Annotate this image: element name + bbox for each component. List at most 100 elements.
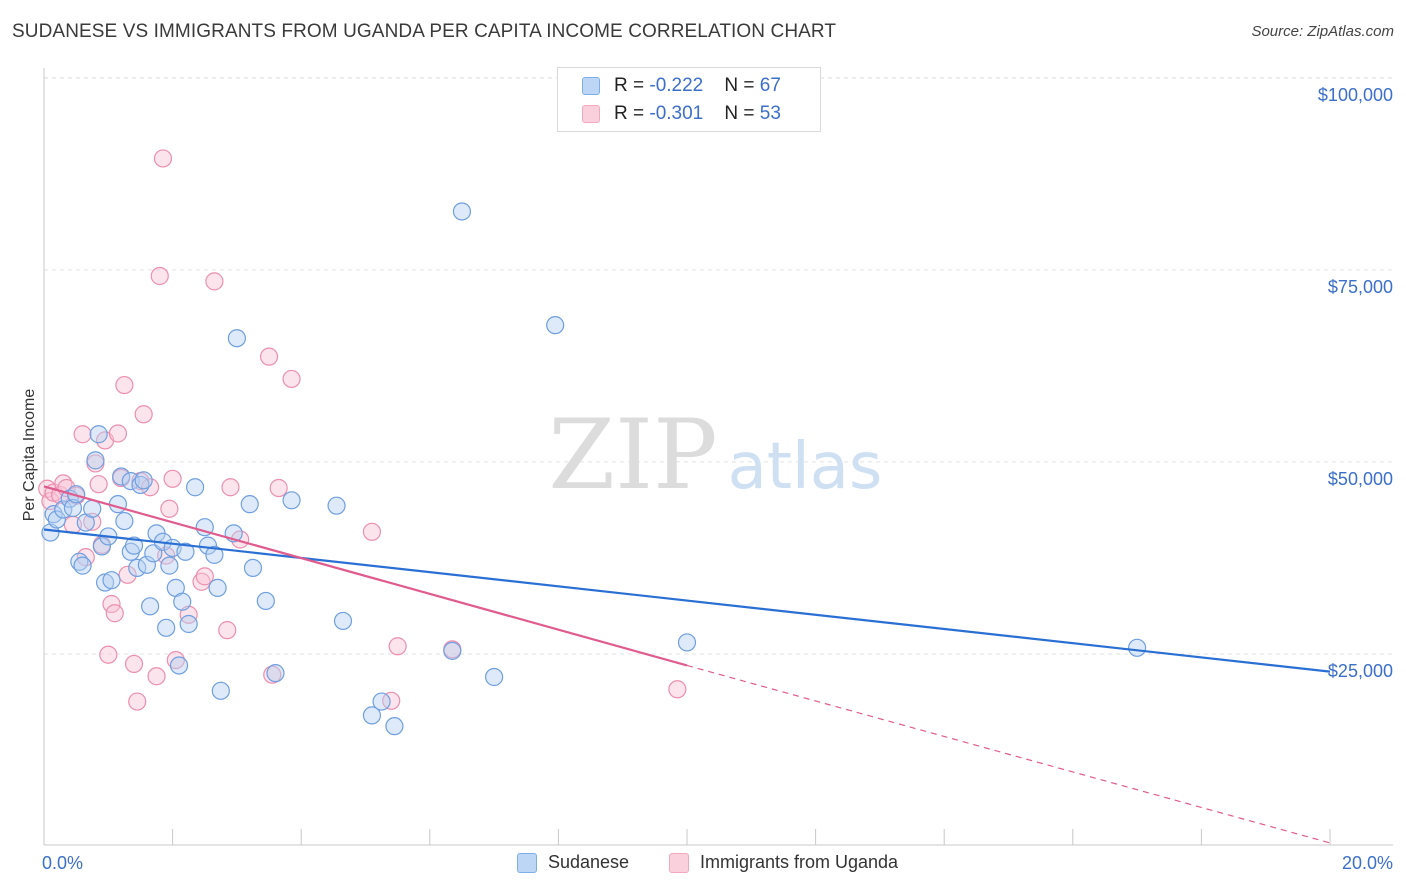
data-point xyxy=(282,491,301,510)
data-point xyxy=(169,656,189,675)
data-point xyxy=(192,572,211,591)
data-point xyxy=(243,558,263,578)
data-point xyxy=(147,667,166,686)
data-point xyxy=(385,717,404,736)
axes xyxy=(43,68,1393,846)
y-tick-label: $100,000 xyxy=(1318,85,1393,105)
legend-label-uganda: Immigrants from Uganda xyxy=(700,852,899,872)
data-point xyxy=(186,478,205,497)
data-point xyxy=(259,347,279,366)
data-point xyxy=(266,664,285,683)
series-legend: Sudanese Immigrants from Uganda xyxy=(0,852,1406,878)
data-point xyxy=(485,667,504,687)
data-point xyxy=(282,369,301,389)
legend-item-sudanese[interactable]: Sudanese xyxy=(517,852,629,873)
data-point xyxy=(269,478,288,498)
x-tick-label: 0.0% xyxy=(42,853,83,873)
legend-swatch-sudanese xyxy=(582,77,600,95)
data-point xyxy=(327,496,346,515)
chart-source: Source: ZipAtlas.com xyxy=(1251,23,1394,40)
data-point xyxy=(160,556,179,575)
data-point xyxy=(102,571,121,590)
y-tick-label: $50,000 xyxy=(1328,469,1393,489)
data-point xyxy=(118,565,137,584)
data-point xyxy=(115,511,134,531)
r-label: R = xyxy=(614,103,650,124)
data-point xyxy=(452,202,472,221)
trend-line-uganda-extrapolated xyxy=(686,664,1331,844)
data-point xyxy=(73,425,92,444)
trend-line-uganda xyxy=(43,485,688,667)
data-point xyxy=(105,604,124,623)
data-point xyxy=(124,536,144,555)
data-point xyxy=(166,650,185,670)
series-immigrants-from-uganda xyxy=(38,149,687,711)
data-point xyxy=(137,555,156,574)
data-point xyxy=(44,505,63,524)
data-point xyxy=(163,469,182,488)
stats-legend-row-sudanese: R = -0.222 N = 67 xyxy=(582,74,781,98)
data-point xyxy=(333,611,353,631)
r-value: -0.222 xyxy=(649,75,704,96)
data-point xyxy=(134,471,153,490)
data-point xyxy=(205,545,224,564)
data-point xyxy=(173,592,192,611)
data-point xyxy=(388,637,407,656)
legend-swatch-uganda xyxy=(669,852,689,873)
data-point xyxy=(443,641,462,660)
stats-legend: R = -0.222 N = 67 R = -0.301 N = 53 xyxy=(557,67,821,132)
trend-lines xyxy=(43,485,1331,844)
tick-labels: $25,000 $50,000 $75,000 $100,000 0.0% 20.0% xyxy=(42,85,1393,873)
y-tick-label: $25,000 xyxy=(1328,661,1393,681)
data-point xyxy=(140,597,160,616)
n-value: 53 xyxy=(759,103,781,124)
data-point xyxy=(227,329,246,348)
data-point xyxy=(83,512,102,531)
data-point xyxy=(150,266,169,286)
n-value: 67 xyxy=(759,75,781,96)
data-point xyxy=(73,556,92,575)
data-point xyxy=(179,614,198,634)
data-point xyxy=(362,522,382,541)
trend-line-sudanese xyxy=(43,528,1331,673)
data-point xyxy=(89,425,108,444)
data-point xyxy=(83,499,102,518)
legend-item-uganda[interactable]: Immigrants from Uganda xyxy=(669,852,898,873)
y-tick-label: $75,000 xyxy=(1328,277,1393,297)
data-point xyxy=(108,495,128,514)
data-point xyxy=(546,316,565,335)
series-sudanese xyxy=(41,202,1147,736)
data-point xyxy=(1127,638,1147,657)
data-point xyxy=(668,680,687,699)
data-point xyxy=(677,633,697,652)
data-point xyxy=(92,537,111,556)
x-tick-label: 20.0% xyxy=(1342,853,1393,873)
data-point xyxy=(195,567,214,586)
data-point xyxy=(108,424,128,443)
data-point xyxy=(121,472,140,491)
data-point xyxy=(221,478,240,497)
data-point xyxy=(205,272,224,291)
watermark-atlas: atlas xyxy=(728,430,883,504)
data-point xyxy=(89,475,108,494)
n-label: N = xyxy=(724,75,760,96)
legend-swatch-sudanese xyxy=(517,852,537,873)
stats-legend-row-uganda: R = -0.301 N = 53 xyxy=(582,102,781,126)
data-point xyxy=(211,681,230,700)
data-point xyxy=(47,510,66,529)
data-point xyxy=(99,645,118,664)
y-axis-title: Per Capita Income xyxy=(21,389,38,522)
data-point xyxy=(115,375,134,395)
data-point xyxy=(86,451,105,470)
data-point xyxy=(218,621,237,640)
data-point xyxy=(160,499,179,518)
data-point xyxy=(362,706,382,725)
data-point xyxy=(124,654,144,674)
data-point xyxy=(134,405,153,424)
legend-label-sudanese: Sudanese xyxy=(548,852,630,872)
data-point xyxy=(372,692,391,711)
n-label: N = xyxy=(724,103,760,124)
data-point xyxy=(382,691,401,710)
data-point xyxy=(128,692,147,711)
